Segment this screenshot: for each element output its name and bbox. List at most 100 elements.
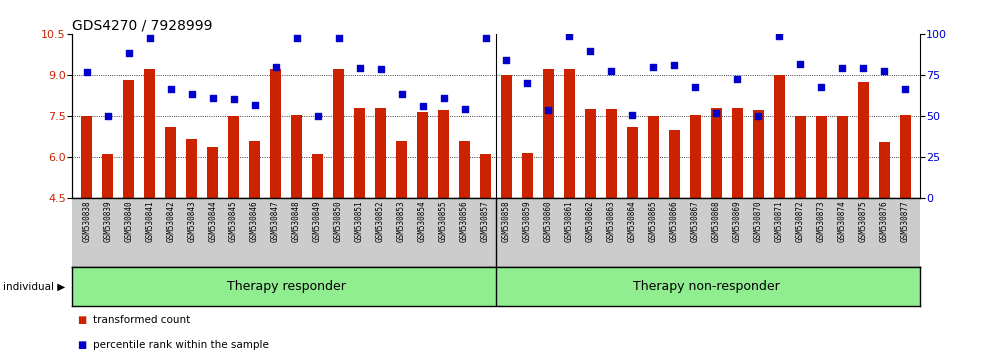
Text: GSM530850: GSM530850: [334, 200, 343, 242]
Point: [687, 84, 703, 90]
Bar: [312, 154, 323, 198]
Point: [331, 35, 347, 41]
Bar: [417, 112, 428, 198]
Point: [373, 67, 389, 72]
Point: [247, 102, 263, 108]
Bar: [501, 75, 512, 198]
Text: Therapy responder: Therapy responder: [227, 280, 346, 293]
Bar: [123, 80, 134, 198]
Bar: [144, 69, 155, 198]
Bar: [543, 69, 554, 198]
Point: [771, 34, 787, 39]
Point: [205, 95, 221, 101]
Bar: [816, 116, 827, 198]
Text: GSM530865: GSM530865: [649, 200, 658, 242]
Point: [268, 64, 284, 69]
Bar: [522, 153, 533, 198]
Text: GSM530877: GSM530877: [901, 200, 910, 242]
Point: [436, 95, 452, 101]
Text: GSM530875: GSM530875: [859, 200, 868, 242]
Point: [666, 62, 682, 68]
Bar: [333, 69, 344, 198]
Text: GSM530856: GSM530856: [460, 200, 469, 242]
Bar: [900, 115, 911, 198]
Point: [855, 65, 871, 71]
Bar: [606, 109, 617, 198]
Text: GSM530869: GSM530869: [733, 200, 742, 242]
Point: [750, 113, 766, 119]
Bar: [186, 139, 197, 198]
Bar: [879, 142, 890, 198]
Point: [834, 65, 850, 71]
Text: ■: ■: [77, 315, 86, 325]
Text: GSM530864: GSM530864: [628, 200, 637, 242]
Point: [352, 65, 368, 71]
Bar: [81, 116, 92, 198]
Text: GSM530855: GSM530855: [439, 200, 448, 242]
Bar: [858, 82, 869, 198]
Point: [142, 35, 158, 41]
Text: GSM530838: GSM530838: [82, 200, 91, 242]
Point: [184, 91, 200, 97]
Bar: [795, 116, 806, 198]
Text: GSM530876: GSM530876: [880, 200, 889, 242]
Text: GSM530873: GSM530873: [817, 200, 826, 242]
Point: [415, 103, 431, 109]
Text: GSM530861: GSM530861: [565, 200, 574, 242]
Text: percentile rank within the sample: percentile rank within the sample: [93, 340, 269, 350]
Text: GSM530858: GSM530858: [502, 200, 511, 242]
Point: [624, 112, 640, 118]
Text: GSM530839: GSM530839: [103, 200, 112, 242]
Point: [289, 35, 305, 41]
Text: GSM530859: GSM530859: [523, 200, 532, 242]
Text: GSM530845: GSM530845: [229, 200, 238, 242]
Text: GSM530851: GSM530851: [355, 200, 364, 242]
Point: [729, 76, 745, 82]
Text: GSM530844: GSM530844: [208, 200, 217, 242]
Bar: [228, 116, 239, 198]
Text: GSM530860: GSM530860: [544, 200, 553, 242]
Point: [645, 64, 661, 69]
Point: [561, 34, 577, 39]
Bar: [585, 109, 596, 198]
Bar: [837, 116, 848, 198]
Bar: [774, 75, 785, 198]
Bar: [438, 110, 449, 198]
Point: [876, 68, 892, 74]
Bar: [648, 116, 659, 198]
Point: [897, 86, 913, 91]
Point: [394, 91, 410, 97]
Point: [498, 57, 514, 63]
Text: GDS4270 / 7928999: GDS4270 / 7928999: [72, 18, 212, 33]
Bar: [354, 108, 365, 198]
Bar: [732, 108, 743, 198]
Bar: [690, 115, 701, 198]
Text: GSM530847: GSM530847: [271, 200, 280, 242]
Text: individual ▶: individual ▶: [3, 282, 65, 292]
Text: GSM530846: GSM530846: [250, 200, 259, 242]
Text: GSM530854: GSM530854: [418, 200, 427, 242]
Bar: [711, 108, 722, 198]
Bar: [669, 130, 680, 198]
Bar: [480, 154, 491, 198]
Text: GSM530862: GSM530862: [586, 200, 595, 242]
Text: GSM530840: GSM530840: [124, 200, 133, 242]
Point: [121, 50, 137, 56]
Text: transformed count: transformed count: [93, 315, 190, 325]
Text: GSM530867: GSM530867: [691, 200, 700, 242]
Bar: [165, 127, 176, 198]
Text: GSM530872: GSM530872: [796, 200, 805, 242]
Text: GSM530871: GSM530871: [775, 200, 784, 242]
Point: [310, 113, 326, 119]
Text: GSM530842: GSM530842: [166, 200, 175, 242]
Point: [478, 35, 494, 41]
Text: GSM530866: GSM530866: [670, 200, 679, 242]
Bar: [102, 154, 113, 198]
Text: GSM530874: GSM530874: [838, 200, 847, 242]
Text: GSM530868: GSM530868: [712, 200, 721, 242]
Point: [163, 86, 179, 91]
Bar: [270, 69, 281, 198]
Text: GSM530848: GSM530848: [292, 200, 301, 242]
Text: GSM530857: GSM530857: [481, 200, 490, 242]
Point: [540, 108, 556, 113]
